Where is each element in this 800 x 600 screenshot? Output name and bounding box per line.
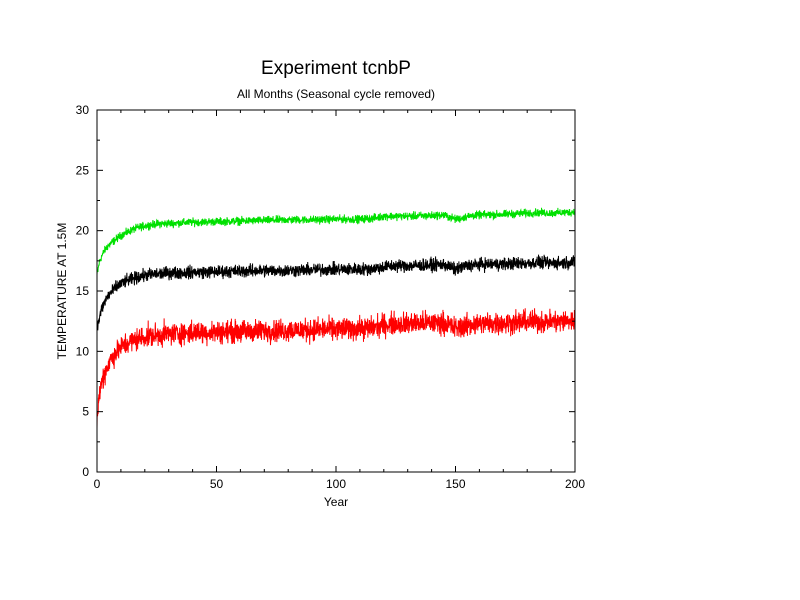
x-tick-label: 150 — [445, 477, 465, 491]
series-line-3 — [96, 308, 576, 429]
y-axis-label: TEMPERATURE AT 1.5M — [55, 223, 69, 360]
series-line-1 — [96, 207, 576, 275]
axis-ticks: 0 5 10 15 20 25 30 0 50 100 150 200 — [76, 103, 586, 491]
y-tick-label: 10 — [76, 344, 90, 358]
y-tick-label: 20 — [76, 224, 90, 238]
y-tick-label: 5 — [82, 405, 89, 419]
x-tick-label: 100 — [326, 477, 346, 491]
series-lines — [96, 207, 576, 429]
y-tick-label: 15 — [76, 284, 90, 298]
chart-subtitle: All Months (Seasonal cycle removed) — [237, 87, 435, 101]
x-tick-label: 200 — [565, 477, 585, 491]
x-tick-label: 50 — [210, 477, 224, 491]
x-tick-label: 0 — [94, 477, 101, 491]
y-tick-label: 30 — [76, 103, 90, 117]
series-line-2 — [96, 254, 576, 331]
y-tick-label: 0 — [82, 465, 89, 479]
chart-title: Experiment tcnbP — [261, 58, 411, 79]
y-tick-label: 25 — [76, 163, 90, 177]
plot-frame — [96, 109, 576, 473]
x-axis-label: Year — [324, 495, 348, 509]
